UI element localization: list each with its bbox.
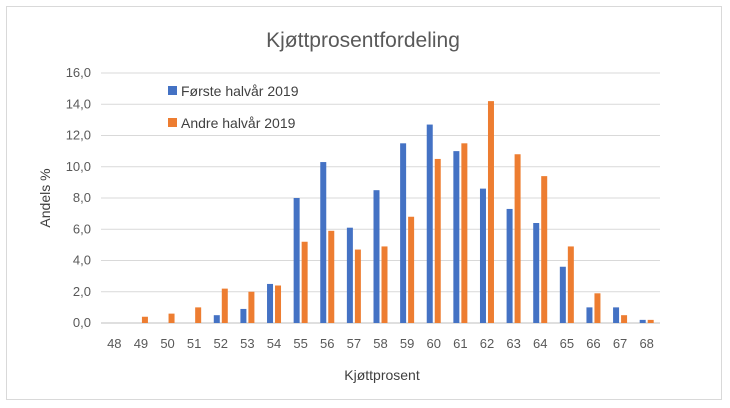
y-tick-label: 2,0 [73,284,91,299]
x-tick-label: 60 [427,336,441,351]
bar-series-1 [320,162,327,323]
x-tick-label: 53 [240,336,254,351]
y-tick-label: 10,0 [66,159,91,174]
x-tick-label: 54 [267,336,281,351]
y-tick-label: 4,0 [73,253,91,268]
x-tick-label: 67 [613,336,627,351]
bar-series-2 [381,246,388,323]
bar-series-1 [267,283,274,323]
bar-series-2 [168,313,175,323]
legend-swatch-first-half [168,86,177,95]
x-tick-label: 63 [506,336,520,351]
bar-series-2 [221,288,228,323]
x-tick-label: 59 [400,336,414,351]
legend-swatch-second-half [168,118,177,127]
x-tick-label: 55 [293,336,307,351]
bar-series-1 [346,227,353,323]
legend: Første halvår 2019 Andre halvår 2019 [168,83,299,131]
y-tick-label: 0,0 [73,315,91,330]
bar-series-2 [248,291,255,323]
bar-series-1 [506,208,513,323]
chart-frame [6,6,722,400]
bar-series-2 [487,101,494,323]
bar-series-2 [354,249,361,323]
bar-series-2 [514,154,521,323]
y-tick-label: 14,0 [66,96,91,111]
y-axis-label: Andels % [37,168,53,227]
bar-series-1 [479,188,486,323]
x-tick-label: 49 [134,336,148,351]
bar-series-2 [301,241,308,323]
bar-series-1 [533,223,540,323]
chart-title: Kjøttprosentfordeling [266,29,460,52]
x-tick-label: 61 [453,336,467,351]
bar-series-1 [373,190,380,323]
y-axis-tick-labels: 0,0 2,0 4,0 6,0 8,0 10,0 12,0 14,0 16,0 [66,65,91,330]
bar-series-2 [408,216,415,323]
bar-series-2 [621,315,628,323]
bar-series-2 [461,143,468,323]
x-tick-label: 62 [480,336,494,351]
bar-series-1 [213,315,220,323]
x-axis-tick-labels: 48 49 50 51 52 53 54 55 56 57 58 59 60 61 62 63 64 65 66 67… [107,336,654,351]
bar-series-1 [400,143,407,323]
bar-series-1 [613,307,620,323]
bars [141,101,654,323]
bar-series-1 [639,319,646,323]
x-tick-label: 57 [347,336,361,351]
bar-series-1 [426,124,433,323]
bar-series-2 [567,246,574,323]
x-tick-label: 52 [214,336,228,351]
legend-label-first-half: Første halvår 2019 [181,83,299,99]
bar-series-2 [275,285,282,323]
bar-series-1 [240,308,247,323]
bar-series-2 [195,307,202,323]
bar-series-2 [594,293,601,323]
x-tick-label: 48 [107,336,121,351]
x-tick-label: 56 [320,336,334,351]
x-tick-label: 65 [560,336,574,351]
y-tick-label: 12,0 [66,128,91,143]
bar-series-2 [328,230,335,323]
y-tick-label: 16,0 [66,65,91,80]
y-tick-label: 6,0 [73,221,91,236]
x-tick-label: 58 [373,336,387,351]
bar-series-2 [541,176,548,323]
x-tick-label: 50 [160,336,174,351]
bar-series-2 [434,158,441,323]
x-axis-label: Kjøttprosent [344,367,420,383]
x-tick-label: 66 [586,336,600,351]
bar-series-1 [293,198,300,323]
x-tick-label: 68 [639,336,653,351]
bar-series-1 [453,151,460,323]
gridlines [101,72,660,324]
y-tick-label: 8,0 [73,190,91,205]
bar-series-2 [141,316,148,323]
bar-series-2 [647,319,654,323]
bar-series-1 [559,266,566,323]
x-tick-label: 64 [533,336,547,351]
bar-series-1 [586,307,593,323]
legend-label-second-half: Andre halvår 2019 [181,115,296,131]
x-tick-label: 51 [187,336,201,351]
